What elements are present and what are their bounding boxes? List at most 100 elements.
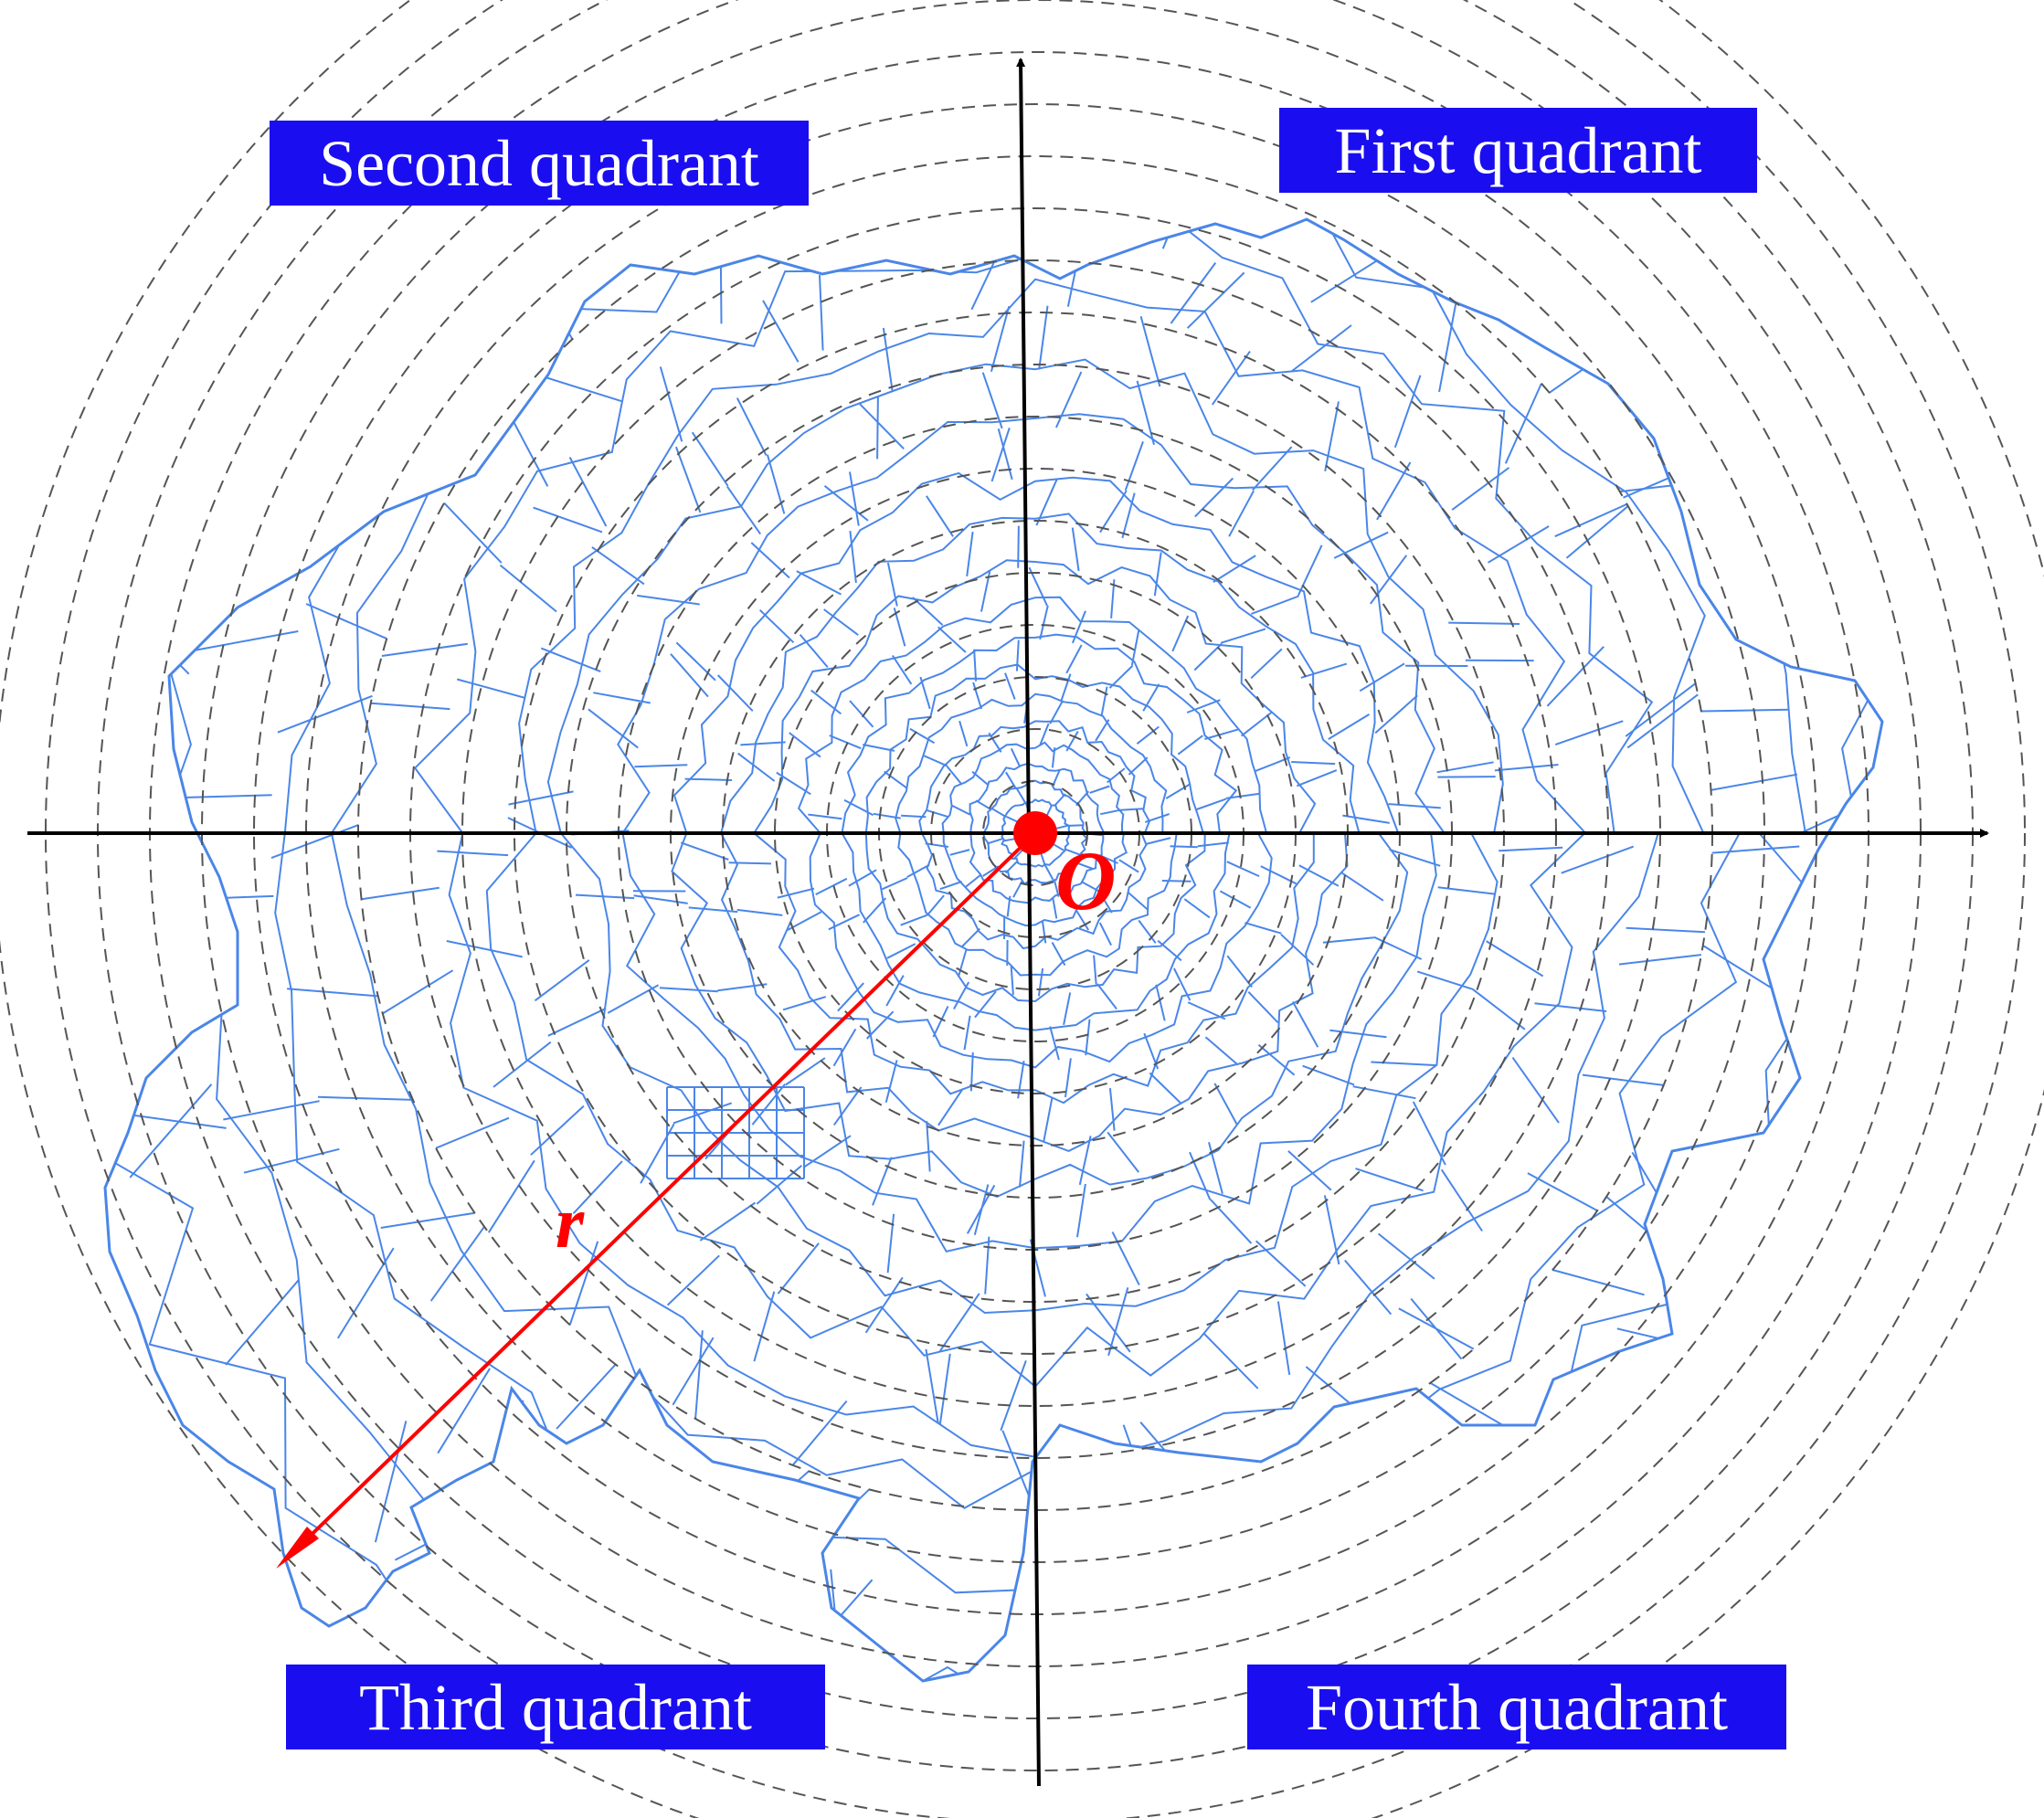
zone-boundary bbox=[849, 700, 874, 728]
zone-boundary bbox=[277, 694, 373, 734]
zone-boundary bbox=[1171, 615, 1190, 652]
zone-boundary bbox=[849, 530, 857, 584]
zone-boundary bbox=[1108, 1087, 1116, 1131]
zone-boundary bbox=[1844, 480, 1882, 540]
zone-boundary bbox=[547, 1007, 607, 1037]
zone-boundary bbox=[937, 626, 967, 653]
zone-boundary bbox=[675, 641, 716, 682]
zone-boundary bbox=[1202, 1332, 1259, 1390]
zone-boundary bbox=[1161, 219, 1195, 249]
zone-boundary bbox=[829, 735, 862, 750]
zone-boundary bbox=[1213, 555, 1256, 584]
zone-boundary bbox=[1099, 490, 1128, 534]
zone-boundary bbox=[699, 1201, 757, 1242]
zone-boundary bbox=[336, 1247, 395, 1339]
zone-boundary bbox=[1197, 841, 1230, 848]
zone-boundary bbox=[873, 812, 901, 819]
zone-boundary bbox=[975, 799, 992, 811]
zone-boundary bbox=[1322, 936, 1374, 944]
zone-boundary bbox=[1269, 5, 1274, 107]
zone-boundary bbox=[991, 808, 1007, 819]
zone-boundary bbox=[1094, 1692, 1095, 1800]
zone-boundary bbox=[926, 1121, 931, 1172]
zone-boundary bbox=[361, 886, 440, 901]
zone-boundary bbox=[1429, 1381, 1513, 1432]
zone-boundary bbox=[1527, 1172, 1598, 1211]
zone-boundary bbox=[796, 1488, 870, 1560]
zone-boundary bbox=[819, 275, 824, 351]
zone-boundary bbox=[849, 471, 860, 526]
zone-boundary bbox=[1388, 803, 1441, 809]
zone-boundary bbox=[394, 1506, 500, 1561]
zone-boundary bbox=[568, 457, 608, 527]
zone-boundary bbox=[863, 744, 895, 752]
zone-boundary bbox=[659, 366, 683, 442]
zone-boundary bbox=[900, 914, 928, 926]
zone-boundary bbox=[938, 1293, 980, 1353]
zone-boundary bbox=[105, 779, 176, 791]
zone-boundary bbox=[1043, 864, 1054, 881]
zone-boundary bbox=[766, 454, 786, 514]
zone-boundary bbox=[633, 894, 688, 904]
zone-boundary bbox=[980, 571, 991, 612]
zone-boundary bbox=[884, 1060, 898, 1103]
zone-boundary bbox=[726, 486, 762, 535]
zone-boundary bbox=[1196, 798, 1227, 810]
zone-boundary bbox=[1700, 708, 1790, 713]
zone-boundary bbox=[1292, 1001, 1319, 1048]
zone-boundary bbox=[717, 983, 768, 992]
zone-boundary bbox=[527, 260, 574, 340]
zone-boundary bbox=[1051, 942, 1066, 967]
zone-boundary bbox=[1240, 711, 1273, 737]
zone-boundary bbox=[865, 1010, 895, 1040]
zone-boundary bbox=[1194, 477, 1234, 518]
zone-boundary bbox=[1118, 859, 1139, 873]
zone-boundary bbox=[637, 594, 700, 606]
zone-boundary bbox=[1210, 1199, 1253, 1244]
zone-boundary bbox=[1121, 492, 1136, 539]
zoning-map bbox=[103, 5, 1884, 1800]
zone-boundary bbox=[1333, 531, 1389, 559]
zone-boundary bbox=[492, 1041, 552, 1088]
zone-boundary bbox=[1255, 1240, 1307, 1287]
zone-boundary bbox=[1219, 890, 1252, 909]
zone-boundary bbox=[1161, 880, 1191, 883]
zone-boundary bbox=[1486, 940, 1544, 978]
zone-boundary bbox=[1051, 746, 1056, 768]
zone-boundary bbox=[1041, 920, 1047, 944]
zone-boundary bbox=[796, 570, 842, 596]
zone-boundary bbox=[1006, 895, 1011, 917]
zone-boundary bbox=[381, 642, 468, 657]
zone-boundary bbox=[1488, 525, 1550, 564]
zone-boundary bbox=[1280, 934, 1315, 966]
zone-boundary bbox=[736, 752, 776, 782]
zone-boundary bbox=[799, 633, 829, 669]
zone-boundary bbox=[1244, 99, 1249, 192]
zone-boundary bbox=[876, 396, 879, 460]
zone-boundary bbox=[374, 1421, 408, 1543]
zone-boundary bbox=[1371, 1061, 1437, 1067]
zone-boundary bbox=[842, 219, 852, 267]
zone-boundary bbox=[1005, 771, 1017, 788]
zone-boundary bbox=[1376, 461, 1412, 521]
zone-boundary bbox=[740, 741, 786, 746]
zone-boundary bbox=[1089, 785, 1110, 794]
zone-boundary bbox=[782, 996, 827, 1011]
zone-boundary bbox=[938, 1353, 951, 1424]
zone-boundary bbox=[957, 949, 968, 978]
zone-boundary bbox=[533, 506, 603, 534]
zone-boundary bbox=[872, 1157, 893, 1206]
origin-label: O bbox=[1055, 834, 1116, 927]
zone-boundary bbox=[837, 982, 864, 1012]
zone-boundary bbox=[1058, 1509, 1064, 1597]
y-axis bbox=[1016, 58, 1041, 1787]
zone-boundary bbox=[1247, 991, 1279, 1023]
zone-boundary bbox=[1771, 627, 1875, 641]
zone-boundary bbox=[1039, 605, 1049, 640]
zone-boundary bbox=[1254, 756, 1291, 773]
zone-boundary bbox=[1226, 861, 1260, 878]
zone-boundary bbox=[382, 969, 454, 1015]
zone-boundary bbox=[1546, 646, 1604, 707]
zone-boundary bbox=[926, 495, 954, 537]
zone-boundary bbox=[1193, 642, 1223, 671]
